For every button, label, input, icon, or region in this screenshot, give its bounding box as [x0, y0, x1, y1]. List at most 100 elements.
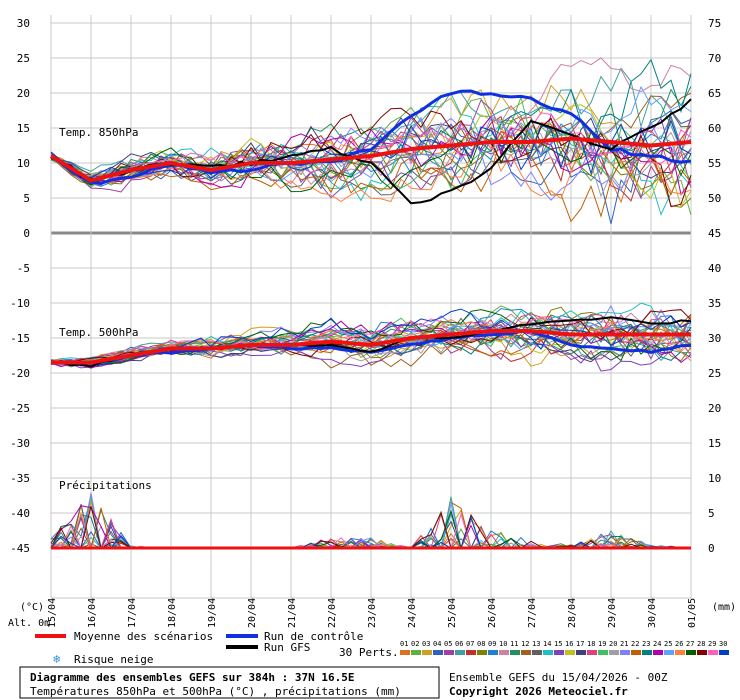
x-tick-date: 23/04 [367, 598, 378, 628]
pert-number: 26 [675, 640, 683, 648]
y-tick-right: 55 [708, 157, 721, 170]
pert-swatch [488, 650, 498, 655]
y-tick-left: -25 [10, 402, 30, 415]
x-tick-date: 25/04 [447, 598, 458, 628]
y-tick-right: 40 [708, 262, 721, 275]
pert-swatch [422, 650, 432, 655]
pert-number: 03 [422, 640, 430, 648]
y-tick-right: 50 [708, 192, 721, 205]
x-tick-date: 15/04 [47, 598, 58, 628]
y-tick-left: -20 [10, 367, 30, 380]
pert-swatch [609, 650, 619, 655]
pert-number: 24 [653, 640, 661, 648]
pert-swatch [620, 650, 630, 655]
panel-label-t850: Temp. 850hPa [59, 126, 138, 139]
panel-label-t500: Temp. 500hPa [59, 326, 138, 339]
y-tick-left: 10 [17, 157, 30, 170]
pert-swatch [532, 650, 542, 655]
pert-number: 15 [554, 640, 562, 648]
pert-number: 25 [664, 640, 672, 648]
pert-number: 08 [477, 640, 485, 648]
y-tick-left: 0 [23, 227, 30, 240]
y-tick-right: 65 [708, 87, 721, 100]
x-tick-date: 27/04 [527, 598, 538, 628]
pert-number: 17 [576, 640, 584, 648]
y-tick-right: 15 [708, 437, 721, 450]
x-tick-date: 26/04 [487, 598, 498, 628]
pert-number: 05 [444, 640, 452, 648]
y-tick-left: -5 [17, 262, 30, 275]
y-tick-right: 45 [708, 227, 721, 240]
pert-swatch [510, 650, 520, 655]
pert-swatch [675, 650, 685, 655]
pert-number: 30 [719, 640, 727, 648]
y-tick-left: -10 [10, 297, 30, 310]
pert-swatch [554, 650, 564, 655]
y-tick-right: 75 [708, 17, 721, 30]
y-axis-unit-right: (mm) [712, 602, 736, 613]
pert-swatch [642, 650, 652, 655]
pert-swatch [598, 650, 608, 655]
pert-number: 20 [609, 640, 617, 648]
pert-swatch [466, 650, 476, 655]
y-tick-left: 25 [17, 52, 30, 65]
footer-title-line1: Diagramme des ensembles GEFS sur 384h : … [30, 671, 355, 684]
x-tick-date: 16/04 [87, 598, 98, 628]
footer-title-box [19, 666, 440, 699]
pert-swatch [686, 650, 696, 655]
pert-number: 18 [587, 640, 595, 648]
y-tick-right: 25 [708, 367, 721, 380]
member-line-850 [50, 118, 692, 193]
y-axis-altitude: Alt. 0m [8, 618, 50, 629]
perturbation-legend: 01 02 03 04 05 06 07 08 09 10 11 12 13 14 15 16 17 18 19 20… [400, 640, 729, 655]
x-tick-date: 24/04 [407, 598, 418, 628]
y-tick-right: 60 [708, 122, 721, 135]
member-line-850 [50, 58, 692, 185]
y-tick-right: 5 [708, 507, 715, 520]
pert-swatch [444, 650, 454, 655]
pert-swatch [631, 650, 641, 655]
y-tick-left: -30 [10, 437, 30, 450]
pert-swatch [576, 650, 586, 655]
y-tick-left: -40 [10, 507, 30, 520]
legend-perts-label: 30 Perts. [339, 646, 399, 659]
pert-number: 10 [499, 640, 507, 648]
member-line-850 [50, 135, 692, 223]
pert-swatch [455, 650, 465, 655]
y-tick-left: -45 [10, 542, 30, 555]
pert-number: 29 [708, 640, 716, 648]
legend-mean-label: Moyenne des scénarios [74, 630, 213, 643]
chart-series [49, 57, 692, 550]
x-tick-date: 20/04 [247, 598, 258, 628]
pert-number: 06 [455, 640, 463, 648]
x-tick-date: 18/04 [167, 598, 178, 628]
y-tick-left: 30 [17, 17, 30, 30]
mean-line-500 [51, 329, 691, 365]
x-tick-date: 22/04 [327, 598, 338, 628]
footer-title-line2: Températures 850hPa et 500hPa (°C) , pré… [30, 685, 401, 698]
legend-control-label: Run de contrôle [264, 630, 363, 643]
pert-number: 13 [532, 640, 540, 648]
y-tick-right: 70 [708, 52, 721, 65]
x-tick-date: 21/04 [287, 598, 298, 628]
y-tick-left: 15 [17, 122, 30, 135]
pert-number: 09 [488, 640, 496, 648]
y-tick-right: 35 [708, 297, 721, 310]
pert-swatch [433, 650, 443, 655]
pert-number: 14 [543, 640, 551, 648]
pert-swatch [587, 650, 597, 655]
pert-number: 07 [466, 640, 474, 648]
x-tick-date: 29/04 [607, 598, 618, 628]
pert-number: 12 [521, 640, 529, 648]
pert-number: 01 [400, 640, 408, 648]
pert-number: 19 [598, 640, 606, 648]
pert-swatch [543, 650, 553, 655]
pert-number: 28 [697, 640, 705, 648]
x-tick-date: 17/04 [127, 598, 138, 628]
pert-number: 27 [686, 640, 694, 648]
pert-swatch [565, 650, 575, 655]
pert-number: 11 [510, 640, 518, 648]
control-line-850 [50, 89, 692, 185]
mean-line-850 [49, 136, 692, 183]
